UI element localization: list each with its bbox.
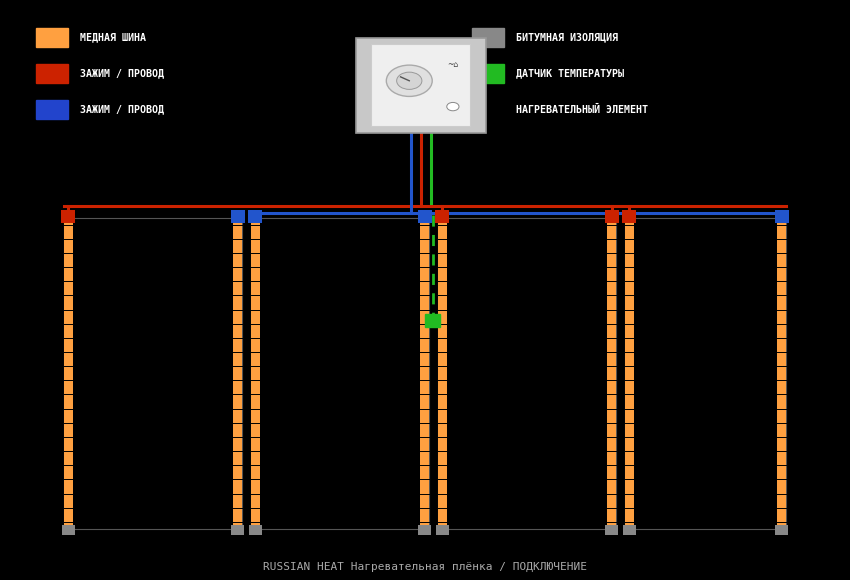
Circle shape [386, 65, 432, 96]
Bar [605, 525, 618, 535]
Bar [774, 210, 789, 223]
Bar [420, 218, 429, 529]
Bar [625, 218, 634, 529]
Circle shape [447, 103, 459, 111]
Bar [233, 218, 242, 529]
Bar [438, 218, 616, 529]
Bar [625, 218, 786, 529]
Bar [604, 210, 619, 223]
Bar [777, 218, 786, 529]
Bar [62, 525, 75, 535]
Bar [622, 210, 637, 223]
Bar [64, 218, 242, 529]
Text: БИТУМНАЯ ИЗОЛЯЦИЯ: БИТУМНАЯ ИЗОЛЯЦИЯ [516, 32, 618, 43]
Bar [36, 64, 68, 83]
Bar [623, 525, 636, 535]
Text: ЗАЖИМ / ПРОВОД: ЗАЖИМ / ПРОВОД [80, 68, 164, 79]
Bar [64, 218, 73, 529]
Circle shape [397, 72, 422, 89]
Bar [251, 218, 260, 529]
Text: RUSSIAN HEAT Нагревательная плёнка / ПОДКЛЮЧЕНИЕ: RUSSIAN HEAT Нагревательная плёнка / ПОД… [263, 562, 587, 572]
Bar [251, 218, 429, 529]
Bar [472, 28, 504, 47]
Bar [249, 525, 262, 535]
Bar [248, 210, 263, 223]
Bar [417, 210, 432, 223]
Bar [436, 525, 449, 535]
Bar [230, 210, 245, 223]
Bar [418, 525, 431, 535]
Bar [231, 525, 244, 535]
Bar [36, 28, 68, 47]
Text: МЕДНАЯ ШИНА: МЕДНАЯ ШИНА [80, 32, 146, 43]
Text: ~⌂: ~⌂ [447, 60, 458, 69]
Text: ДАТЧИК ТЕМПЕРАТУРЫ: ДАТЧИК ТЕМПЕРАТУРЫ [516, 68, 624, 79]
Bar [775, 525, 788, 535]
Bar [472, 64, 504, 83]
Bar [438, 218, 447, 529]
Text: НАГРЕВАТЕЛЬНЫЙ ЭЛЕМЕНТ: НАГРЕВАТЕЛЬНЫЙ ЭЛЕМЕНТ [516, 104, 648, 115]
Bar [607, 218, 616, 529]
Bar [435, 210, 450, 223]
Bar [371, 45, 470, 126]
Bar [425, 314, 440, 327]
Bar [36, 100, 68, 119]
Bar [355, 38, 485, 133]
Bar [61, 210, 76, 223]
Text: ЗАЖИМ / ПРОВОД: ЗАЖИМ / ПРОВОД [80, 104, 164, 115]
